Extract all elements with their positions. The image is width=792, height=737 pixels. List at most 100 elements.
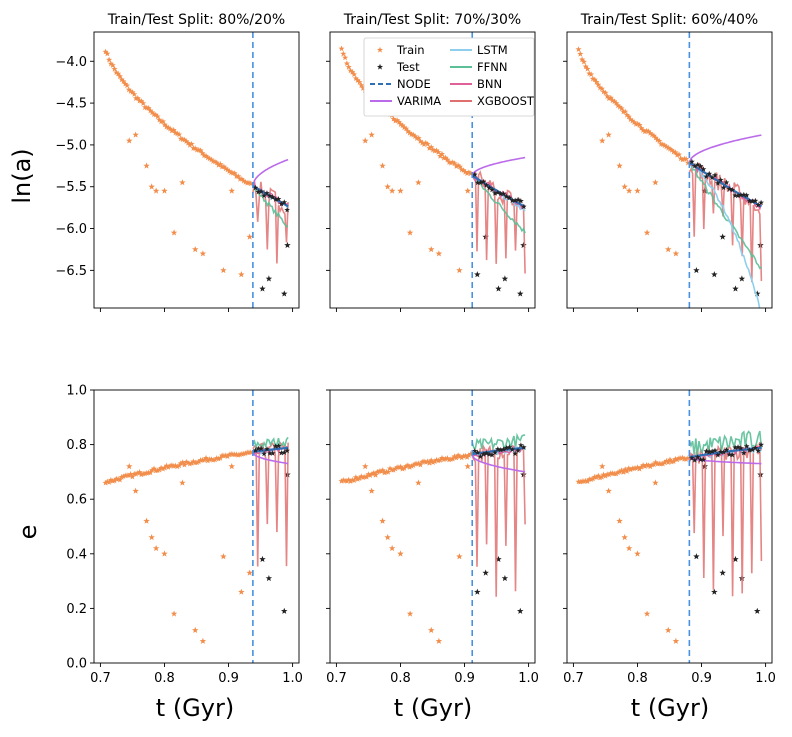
train-point <box>176 131 183 138</box>
train-point <box>606 95 613 102</box>
train-point <box>670 458 677 464</box>
test-point <box>692 457 698 463</box>
test-point <box>497 447 504 453</box>
train-point <box>138 98 145 104</box>
train-point <box>242 178 249 185</box>
test-point <box>693 553 700 560</box>
train-point <box>134 95 141 101</box>
test-point <box>752 197 759 204</box>
plot-area <box>575 46 764 308</box>
train-point <box>149 109 156 116</box>
train-point <box>156 116 163 123</box>
train-point <box>458 454 465 461</box>
train-point <box>579 56 586 63</box>
xgboost-line <box>252 440 289 567</box>
train-point <box>215 455 222 462</box>
test-point <box>483 450 490 456</box>
train-point <box>109 62 116 68</box>
test-point <box>712 172 718 178</box>
train-point <box>456 453 463 460</box>
train-point <box>410 462 417 468</box>
train-point <box>181 461 188 468</box>
test-point <box>509 197 516 203</box>
train-point <box>598 473 605 480</box>
train-point <box>677 455 684 461</box>
xgboost-line <box>252 181 289 264</box>
axes-frame <box>566 389 773 664</box>
test-point <box>264 190 270 196</box>
train-point <box>129 473 136 480</box>
train-point <box>384 183 391 190</box>
train-point <box>365 471 372 477</box>
x-tick-label: 0.9 <box>218 671 239 686</box>
varima-line <box>252 158 289 187</box>
test-point <box>284 207 290 213</box>
test-point <box>483 182 490 188</box>
plot-area <box>575 430 764 644</box>
test-point <box>729 187 736 193</box>
train-point <box>116 476 123 483</box>
train-point <box>106 56 113 63</box>
train-point <box>595 81 602 88</box>
test-point <box>497 190 504 197</box>
train-point <box>147 469 154 476</box>
test-point <box>749 446 756 453</box>
test-point <box>492 190 498 196</box>
train-point <box>621 183 628 190</box>
train-point <box>643 229 651 236</box>
train-point <box>213 159 220 166</box>
test-point <box>752 445 759 451</box>
train-point <box>435 637 443 644</box>
ffnn-line <box>471 432 526 452</box>
test-point <box>252 447 259 453</box>
test-point <box>735 444 741 450</box>
train-point <box>419 139 426 146</box>
ffnn-line <box>688 161 762 270</box>
y-tick-label: −4.0 <box>55 55 87 70</box>
test-point <box>743 192 750 198</box>
train-point <box>665 626 672 633</box>
train-point <box>102 479 109 486</box>
train-point <box>347 478 354 484</box>
train-point <box>179 479 186 486</box>
train-point <box>595 472 602 479</box>
test-point <box>474 588 481 595</box>
train-point <box>647 463 654 470</box>
train-point <box>126 463 133 470</box>
train-point <box>176 462 183 469</box>
train-point <box>179 459 186 466</box>
panel-bottom-1: 0.0 0.2 0.4 0.6 0.8 1.0 0.7 0.8 0.9 1.0 <box>66 384 303 687</box>
train-point <box>397 463 404 470</box>
train-point <box>174 463 181 470</box>
y-tick-label: 0.6 <box>66 493 87 508</box>
train-point <box>634 120 641 127</box>
train-point <box>127 88 134 94</box>
train-point <box>170 610 178 617</box>
train-point <box>385 468 392 475</box>
train-point <box>107 60 114 67</box>
train-point <box>111 477 118 484</box>
train-point <box>438 150 445 157</box>
test-point <box>717 177 724 183</box>
x-tick-label: 0.9 <box>691 671 712 686</box>
train-point <box>442 455 449 462</box>
train-point <box>185 139 192 146</box>
test-point <box>732 192 738 198</box>
train-point <box>659 141 666 148</box>
train-point <box>104 50 111 57</box>
train-point <box>593 474 600 480</box>
train-point <box>622 108 629 115</box>
train-point <box>143 162 150 169</box>
xlabel-3: t (Gyr) <box>631 694 709 722</box>
train-point <box>360 474 367 481</box>
train-point <box>368 131 375 138</box>
train-point <box>417 138 424 144</box>
train-point <box>634 464 641 471</box>
train-point <box>107 476 114 483</box>
test-point <box>281 199 288 205</box>
test-point <box>738 192 744 198</box>
test-point <box>709 174 715 180</box>
test-point <box>281 607 288 614</box>
train-point <box>138 471 145 478</box>
test-point <box>719 233 726 240</box>
